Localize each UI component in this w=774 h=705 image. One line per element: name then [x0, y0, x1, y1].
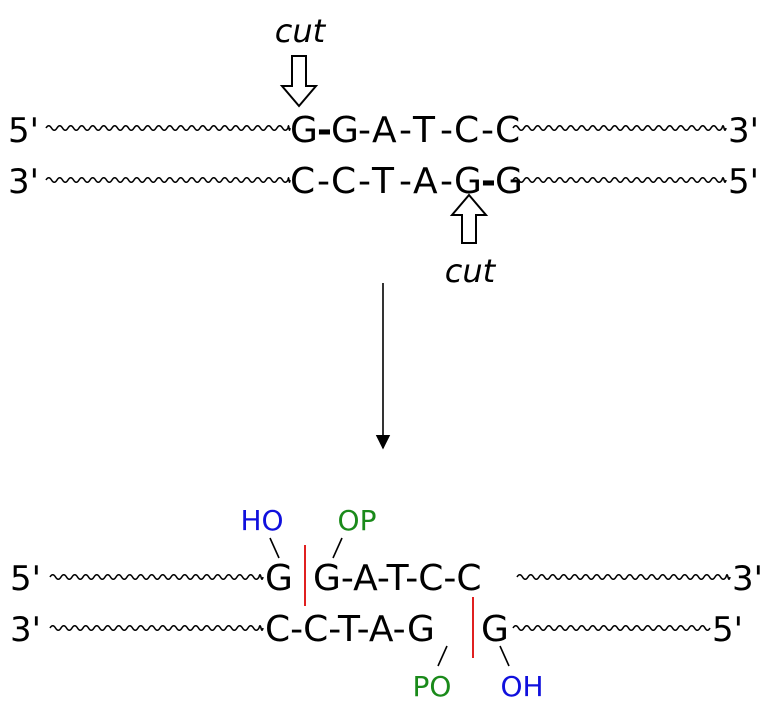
bottom-strand1-right-sequence: G-A-T-C-C [313, 558, 482, 599]
base: C [290, 161, 315, 202]
bond: - [317, 110, 332, 151]
phosphate-group-top: OP [338, 504, 377, 537]
base: T [371, 161, 395, 202]
bond: - [399, 110, 412, 151]
base: G [290, 110, 318, 151]
bottom-strand2-left-sequence: C-C-T-A-G [265, 609, 435, 650]
bond: - [317, 161, 330, 202]
cut-label-bottom: cut [445, 252, 497, 290]
phosphate-group-bottom: PO [413, 670, 452, 703]
ho-top-bond [269, 537, 280, 559]
cut-label-top: cut [275, 12, 327, 50]
base: A [413, 161, 438, 202]
bottom-strand2-3prime: 3' [10, 610, 41, 650]
op-top-bond [332, 537, 343, 559]
top-strand2-3prime: 3' [8, 162, 39, 202]
bottom-strand1-3prime: 3' [732, 559, 763, 599]
bottom-strand1-left-base: G [265, 558, 293, 599]
bottom-strand2-right-base: G [481, 609, 509, 650]
bottom-strand2-right-backbone [512, 624, 711, 632]
top-strand1-5prime: 5' [8, 111, 39, 151]
cut-arrow-bottom-icon [449, 193, 489, 244]
bottom-strand2-left-backbone [49, 624, 264, 632]
bond: - [440, 110, 453, 151]
base: G [331, 110, 359, 151]
base: C [331, 161, 356, 202]
top-strand2-5prime: 5' [728, 162, 759, 202]
oh-bottom-bond [499, 645, 510, 667]
bond: - [358, 161, 371, 202]
base: G [495, 161, 523, 202]
bond: - [358, 110, 371, 151]
base: T [412, 110, 436, 151]
cut-arrow-top-icon [279, 55, 319, 108]
bottom-strand1-right-backbone [516, 573, 731, 581]
base: A [372, 110, 397, 151]
top-strand2-right-backbone [512, 176, 727, 184]
top-strand1-left-backbone [45, 124, 291, 132]
base: C [454, 110, 479, 151]
bottom-strand2-5prime: 5' [712, 610, 743, 650]
top-strand1-3prime: 3' [728, 111, 759, 151]
bond: - [481, 161, 496, 202]
base: C [495, 110, 520, 151]
top-strand1-right-backbone [512, 124, 727, 132]
bond: - [399, 161, 412, 202]
hydroxyl-group-bottom: OH [500, 670, 543, 703]
bottom-strand1-5prime: 5' [10, 559, 41, 599]
po-bottom-bond [437, 645, 448, 667]
top-strand1-sequence: G - G - A - T - C - C [290, 110, 520, 151]
top-strand2-left-backbone [45, 176, 291, 184]
bond: - [481, 110, 494, 151]
bond: - [440, 161, 453, 202]
bottom-strand1-left-backbone [49, 573, 264, 581]
hydroxyl-group-top: HO [240, 504, 283, 537]
top-strand2-sequence: C - C - T - A - G - G [290, 161, 523, 202]
